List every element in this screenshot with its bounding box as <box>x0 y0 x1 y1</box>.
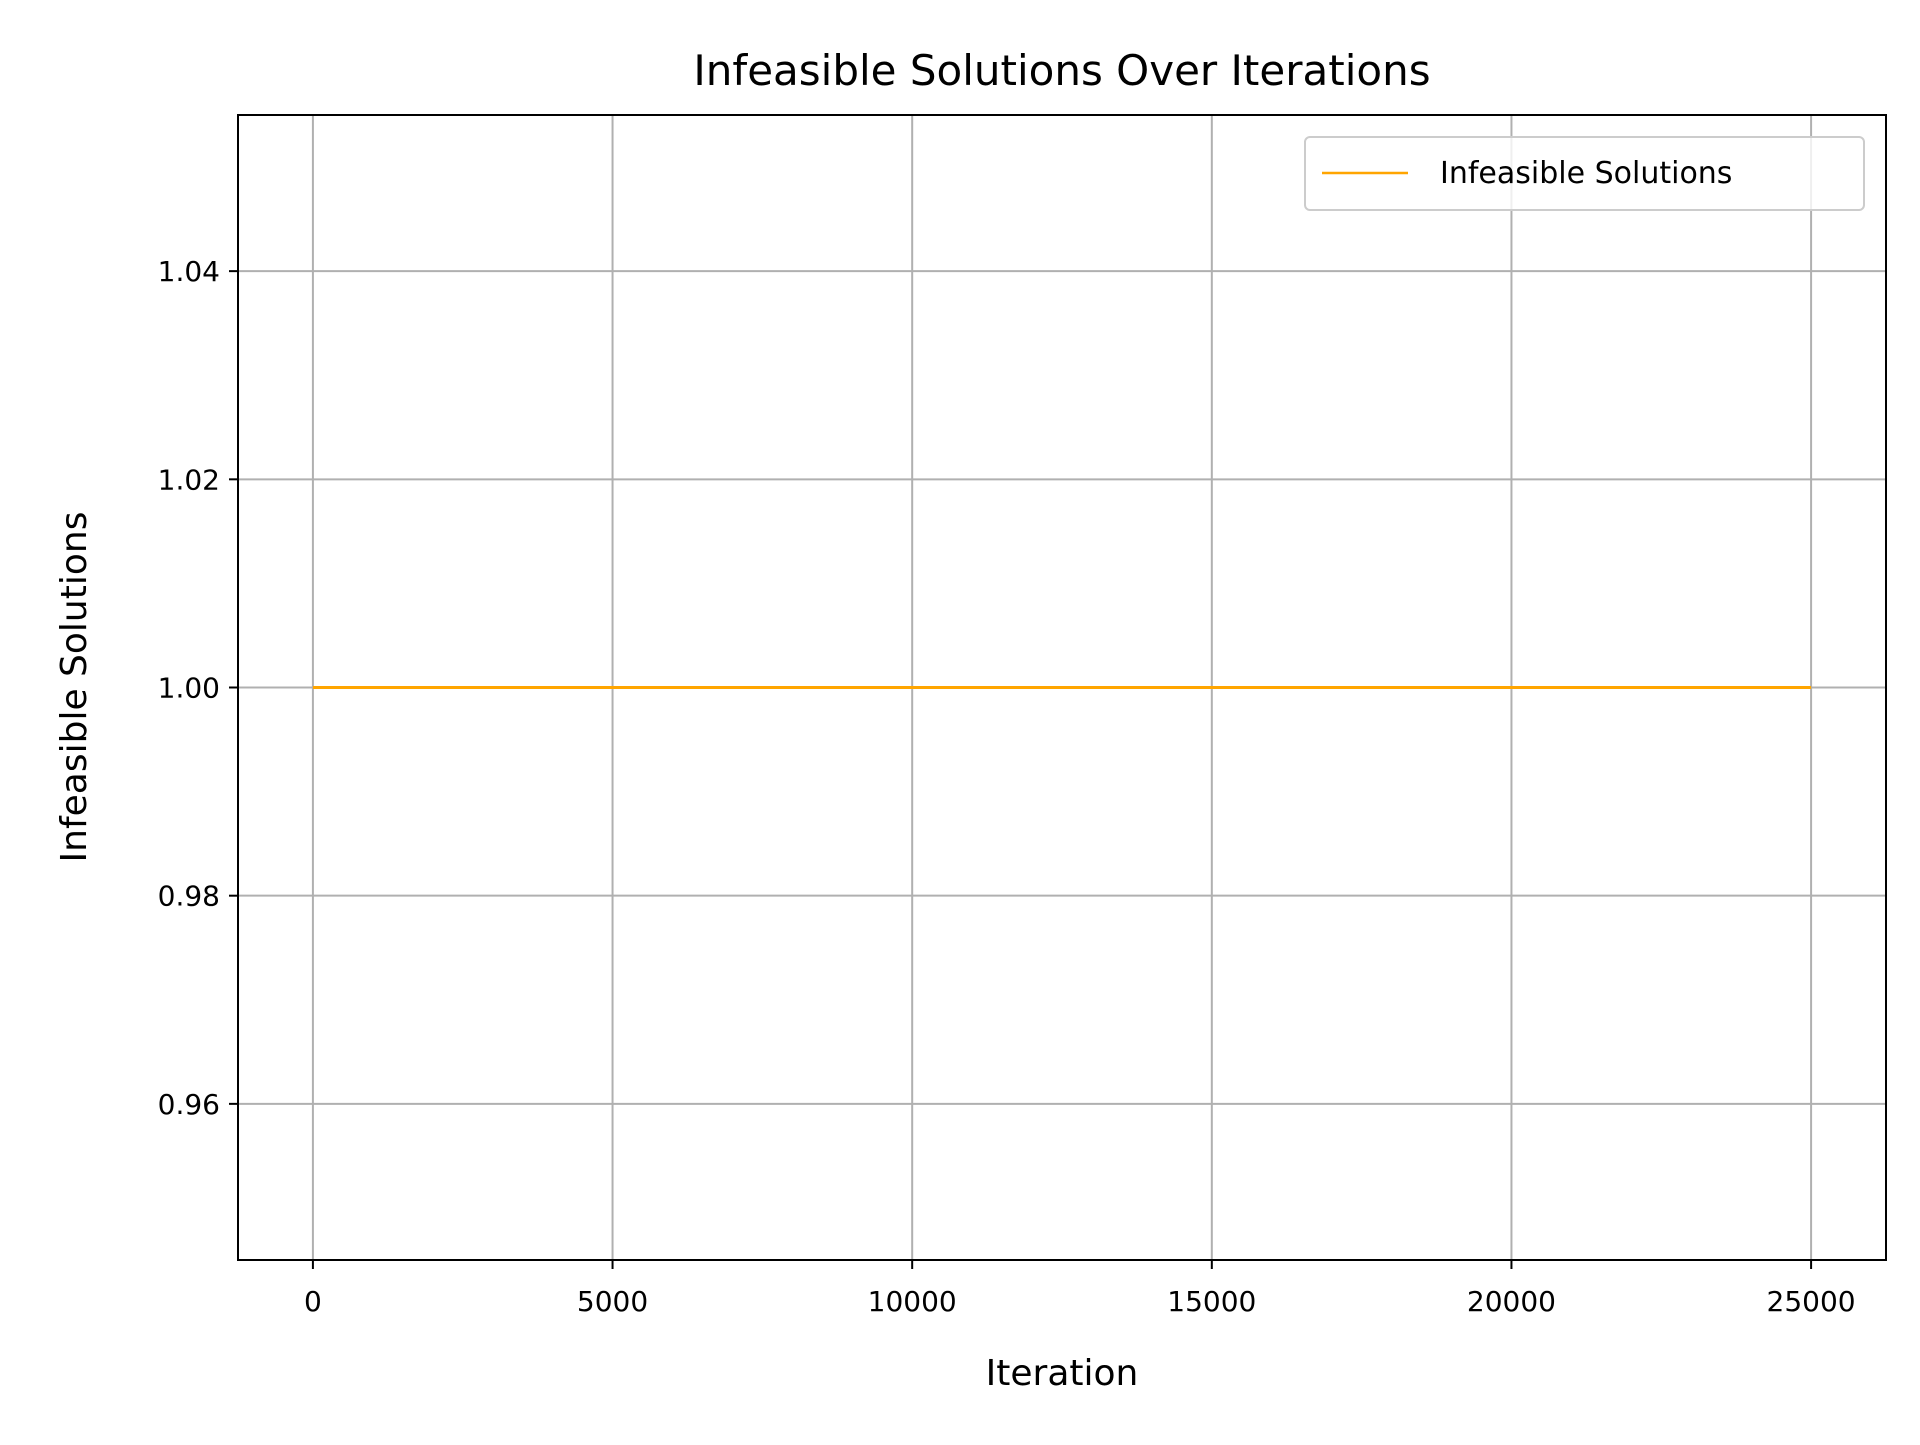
x-axis-ticks: 0 5000 10000 15000 20000 25000 <box>304 1260 1856 1318</box>
legend-box <box>1304 136 1865 211</box>
y-axis-ticks: 0.96 0.98 1.00 1.02 1.04 <box>158 255 238 1121</box>
y-tick-label: 1.00 <box>158 672 220 705</box>
chart-title: Infeasible Solutions Over Iterations <box>693 46 1430 95</box>
x-tick-label: 20000 <box>1467 1285 1556 1318</box>
y-axis-label: Infeasible Solutions <box>54 512 95 863</box>
y-tick-label: 0.98 <box>158 880 220 913</box>
y-tick-label: 1.02 <box>158 463 220 496</box>
x-tick-label: 15000 <box>1167 1285 1256 1318</box>
x-tick-label: 5000 <box>577 1285 648 1318</box>
legend-label: Infeasible Solutions <box>1440 156 1732 191</box>
x-tick-label: 0 <box>304 1285 322 1318</box>
legend: Infeasible Solutions <box>1304 136 1865 211</box>
y-tick-label: 1.04 <box>158 255 220 288</box>
x-tick-label: 10000 <box>868 1285 957 1318</box>
x-tick-label: 25000 <box>1767 1285 1856 1318</box>
y-tick-label: 0.96 <box>158 1088 220 1121</box>
x-axis-label: Iteration <box>986 1353 1139 1394</box>
